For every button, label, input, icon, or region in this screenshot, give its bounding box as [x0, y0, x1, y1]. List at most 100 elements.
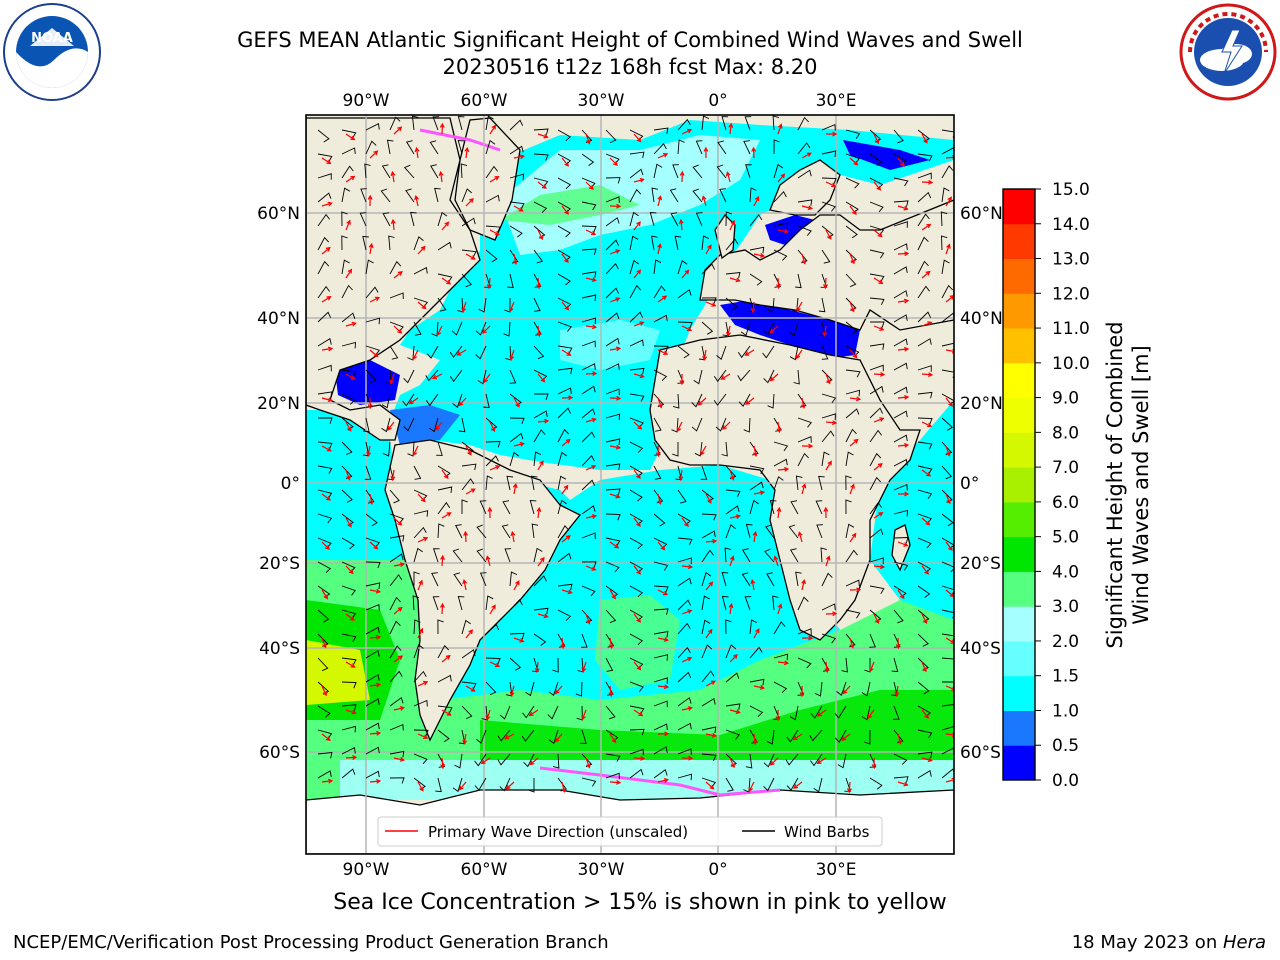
wind-barb — [821, 201, 836, 212]
wave-arrow — [795, 349, 803, 360]
wind-barb — [581, 340, 596, 348]
wind-barb — [341, 259, 350, 275]
wind-barb — [701, 513, 717, 521]
wave-arrow — [368, 493, 374, 506]
wave-arrow — [633, 373, 645, 379]
wind-barb — [701, 571, 712, 587]
wind-barb — [893, 410, 908, 419]
wind-barb — [773, 476, 784, 491]
wind-barb — [716, 345, 727, 360]
wind-barb — [629, 259, 640, 275]
wave-arrow — [366, 445, 372, 458]
wave-arrow — [513, 637, 525, 643]
wind-barb — [744, 116, 752, 131]
wind-barb — [341, 165, 354, 179]
wind-barb — [605, 438, 621, 446]
wave-arrow — [729, 219, 735, 231]
wave-arrow — [633, 613, 641, 623]
wave-arrow — [657, 541, 666, 551]
wind-barb — [461, 649, 476, 659]
wave-arrow — [777, 228, 790, 234]
wind-barb — [413, 644, 424, 659]
wave-arrow — [633, 755, 646, 761]
wind-barb — [605, 633, 615, 648]
wind-barb — [725, 672, 740, 683]
wave-arrow — [633, 269, 642, 279]
wind-barb — [484, 273, 491, 288]
wind-barb — [389, 596, 401, 611]
wind-barb — [725, 238, 739, 251]
wave-arrow — [609, 157, 618, 166]
wind-barb — [437, 297, 447, 312]
colorbar-tick-label: 8.0 — [1052, 423, 1079, 443]
wind-barb — [749, 214, 763, 227]
wind-barb — [365, 626, 380, 635]
wind-barb — [425, 369, 439, 382]
wave-arrow — [345, 469, 351, 481]
wave-arrow — [921, 179, 934, 185]
lon-label: 60°W — [461, 91, 508, 111]
wind-barb — [767, 393, 775, 409]
wave-arrow — [657, 153, 669, 159]
wind-barb — [317, 337, 332, 347]
wind-barb — [461, 273, 472, 288]
colorbar-bin — [1003, 501, 1035, 538]
wave-arrow — [417, 627, 424, 639]
wave-arrow — [489, 661, 501, 668]
colorbar-tick-label: 3.0 — [1052, 597, 1079, 617]
wind-barb — [763, 369, 775, 384]
wind-barb — [531, 523, 539, 539]
wind-barb — [581, 455, 595, 467]
lat-label: 60°S — [960, 743, 1001, 763]
wind-barb — [793, 369, 800, 385]
wind-barb — [721, 595, 729, 611]
wind-barb — [605, 681, 614, 696]
wind-barb — [365, 722, 380, 731]
wind-barb — [557, 345, 573, 354]
colorbar-tick-label: 6.0 — [1052, 493, 1079, 513]
wave-arrow — [537, 556, 545, 567]
wave-arrow — [769, 325, 779, 334]
wind-barb — [917, 391, 933, 399]
wind-barb — [605, 488, 621, 495]
wind-barb — [485, 475, 493, 491]
wind-barb — [725, 271, 741, 279]
wind-barb — [677, 557, 692, 565]
wind-barb — [605, 657, 614, 672]
wind-barb — [893, 243, 908, 251]
wave-arrow — [873, 277, 884, 285]
wind-barb — [359, 212, 367, 227]
wind-barb — [701, 549, 714, 563]
wind-barb — [509, 451, 520, 467]
colorbar-bin — [1003, 397, 1035, 433]
wave-arrow — [462, 578, 468, 591]
wind-barb — [864, 729, 871, 745]
wave-arrow — [561, 301, 570, 311]
wind-barb — [715, 417, 727, 432]
wind-barb — [476, 524, 487, 539]
wave-arrow — [441, 277, 452, 285]
wind-barb — [773, 441, 789, 452]
wave-arrow — [748, 781, 755, 793]
wind-barb — [869, 452, 882, 467]
wind-barb — [713, 369, 727, 383]
wind-barb — [772, 115, 780, 131]
wind-barb — [941, 703, 954, 707]
wind-barb — [365, 770, 380, 779]
wave-arrow — [729, 709, 741, 715]
wind-barb — [605, 753, 621, 762]
wind-barb — [836, 681, 847, 696]
wind-barb — [430, 164, 439, 179]
wind-barb — [701, 595, 710, 611]
wave-arrow — [408, 397, 419, 405]
wind-barb — [382, 212, 391, 227]
wind-barb — [797, 628, 812, 635]
wave-arrow — [561, 205, 569, 215]
wave-arrow — [720, 373, 731, 380]
wind-barb — [629, 489, 643, 502]
wave-arrow — [895, 637, 901, 650]
wind-barb — [534, 393, 549, 400]
wind-barb — [605, 513, 621, 521]
wind-barb — [425, 393, 439, 407]
wind-barb — [941, 768, 954, 779]
